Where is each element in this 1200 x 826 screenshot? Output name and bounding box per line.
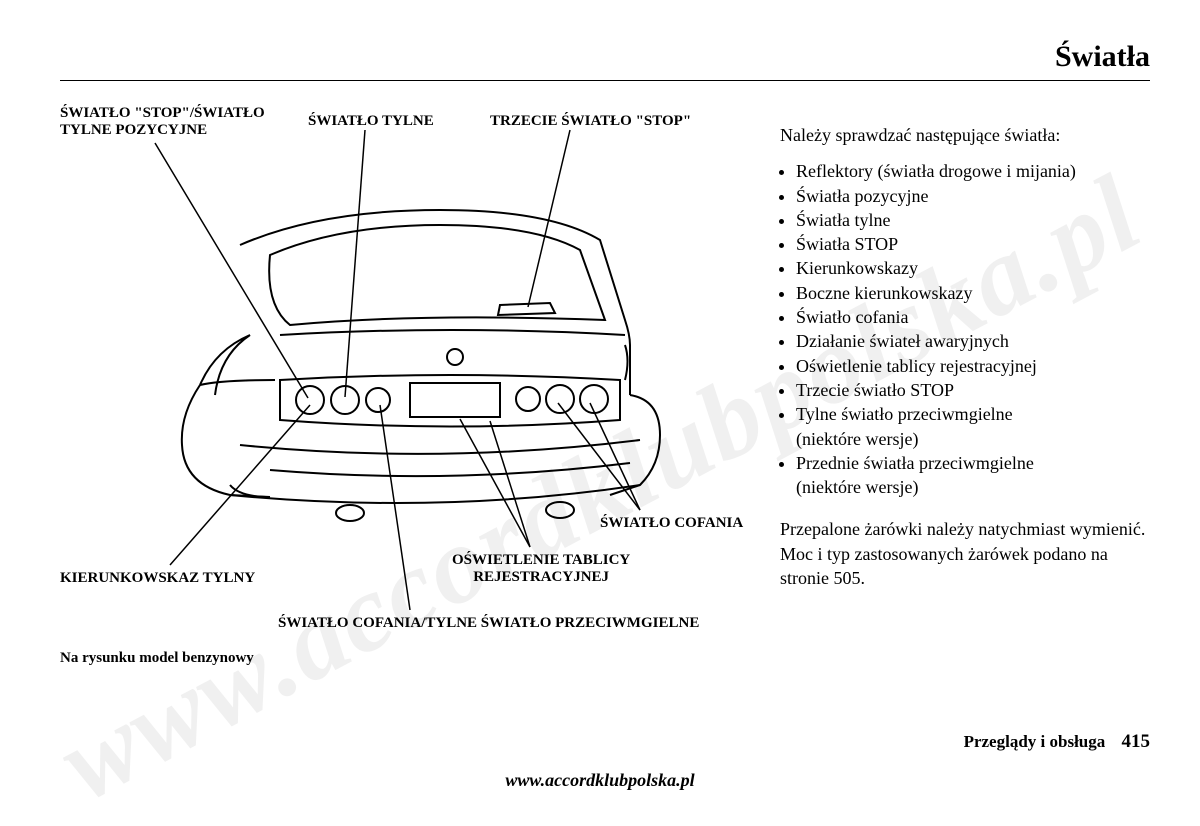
label-tail: ŚWIATŁO TYLNE: [308, 113, 434, 130]
bullet-item: Trzecie światło STOP: [796, 378, 1150, 402]
bullet-item: Tylne światło przeciwmgielne(niektóre we…: [796, 402, 1150, 451]
diagram-caption: Na rysunku model benzynowy: [60, 650, 254, 667]
page: www.accordklubpolska.pl Światła ŚWIATŁO …: [0, 0, 1200, 813]
label-turn-rear: KIERUNKOWSKAZ TYLNY: [60, 570, 255, 587]
bullet-list: Reflektory (światła drogowe i mijania) Ś…: [780, 159, 1150, 499]
label-reverse-fog: ŚWIATŁO COFANIA/TYLNE ŚWIATŁO PRZECIWMGI…: [278, 615, 699, 632]
closing-text-2: Moc i typ zastosowanych żarówek podano n…: [780, 542, 1150, 591]
bullet-item: Światło cofania: [796, 305, 1150, 329]
bullet-item: Reflektory (światła drogowe i mijania): [796, 159, 1150, 183]
text-column: Należy sprawdzać następujące światła: Re…: [760, 105, 1150, 590]
bullet-item: Światła pozycyjne: [796, 184, 1150, 208]
label-plate: OŚWIETLENIE TABLICYREJESTRACYJNEJ: [452, 552, 630, 585]
label-stop-position-text: ŚWIATŁO "STOP"/ŚWIATŁOTYLNE POZYCYJNE: [60, 105, 265, 138]
bullet-item: Światła STOP: [796, 232, 1150, 256]
page-title: Światła: [60, 40, 1150, 74]
content-row: ŚWIATŁO "STOP"/ŚWIATŁOTYLNE POZYCYJNE ŚW…: [60, 105, 1150, 705]
bullet-item: Boczne kierunkowskazy: [796, 281, 1150, 305]
bullet-item: Działanie świateł awaryjnych: [796, 329, 1150, 353]
footer-section-label: Przeglądy i obsługa: [964, 732, 1106, 751]
diagram-column: ŚWIATŁO "STOP"/ŚWIATŁOTYLNE POZYCYJNE ŚW…: [60, 105, 760, 705]
closing-text-1: Przepalone żarówki należy natychmiast wy…: [780, 517, 1150, 541]
intro-text: Należy sprawdzać następujące światła:: [780, 123, 1150, 147]
title-rule: [60, 80, 1150, 81]
car-illustration: [120, 185, 700, 545]
bullet-item: Kierunkowskazy: [796, 256, 1150, 280]
bullet-item: Przednie światła przeciwmgielne(niektóre…: [796, 451, 1150, 500]
page-number: 415: [1122, 731, 1151, 752]
bullet-item: Oświetlenie tablicy rejestracyjnej: [796, 354, 1150, 378]
footer-section: Przeglądy i obsługa 415: [964, 731, 1150, 753]
label-stop-position: ŚWIATŁO "STOP"/ŚWIATŁOTYLNE POZYCYJNE: [60, 105, 265, 138]
footer-url: www.accordklubpolska.pl: [0, 770, 1200, 791]
label-plate-text: OŚWIETLENIE TABLICYREJESTRACYJNEJ: [452, 552, 630, 585]
label-third-stop: TRZECIE ŚWIATŁO "STOP": [490, 113, 691, 130]
bullet-item: Światła tylne: [796, 208, 1150, 232]
